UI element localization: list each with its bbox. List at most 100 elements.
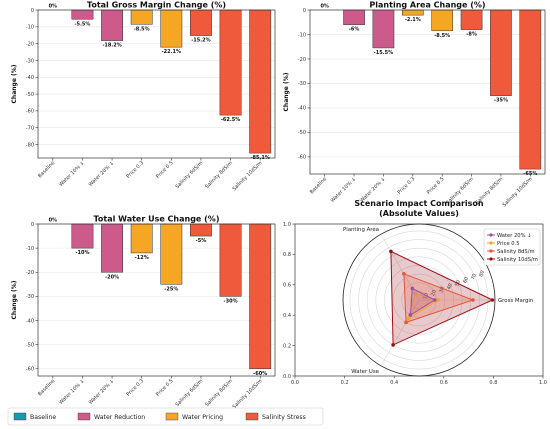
legend-label: Water Pricing — [182, 414, 223, 421]
radar-legend-label: Price 0.5 — [497, 241, 520, 247]
radar-spoke — [380, 299, 420, 366]
bar — [190, 9, 212, 36]
y-tick-label: -30 — [298, 81, 306, 87]
data-label: -8.5% — [134, 26, 150, 32]
figure-legend-box — [7, 407, 324, 426]
y-tick-label: 0.4 — [283, 313, 291, 319]
data-label: -62.5% — [221, 117, 240, 123]
radar-point — [404, 320, 408, 325]
radar-point — [490, 298, 495, 302]
x-tick-label: 0.8 — [489, 380, 497, 386]
data-label: -60% — [253, 371, 267, 377]
y-tick-label: -50 — [298, 130, 306, 136]
x-tick-label: 0.6 — [440, 380, 448, 386]
data-label: -8% — [466, 32, 477, 38]
bar-chart-2: 0 -10 -20 -30 -40 -50 -60 0% Baseline -6% Water 10… — [283, 1, 546, 208]
bar — [401, 9, 424, 16]
bar — [219, 9, 242, 116]
chart-title: Total Gross Margin Change (%) — [87, 1, 226, 10]
y-tick-label: 0 — [31, 8, 34, 14]
y-tick-label: -80 — [26, 142, 34, 148]
y-tick-label: -40 — [298, 106, 306, 112]
legend-swatch — [165, 412, 179, 421]
data-label: -18.2% — [102, 43, 121, 49]
radar-point — [389, 249, 393, 254]
radar-series-area — [409, 287, 436, 316]
bar — [71, 223, 94, 249]
x-tick-label: Price 0.3 — [125, 160, 145, 180]
bar-chart-3: 0 -10 -20 -30 -40 -50 -60 0% Baseline -10% Water 1… — [11, 215, 276, 410]
data-label: -10% — [75, 250, 89, 256]
y-tick-label: -60 — [26, 367, 34, 373]
bar — [519, 9, 542, 170]
radar-legend-label: Water 20% ↓ — [497, 233, 532, 239]
y-tick-label: -70 — [26, 126, 34, 132]
data-label: -8.5% — [434, 33, 450, 39]
radar-point — [406, 316, 411, 321]
bar — [249, 9, 272, 154]
data-label: -5% — [196, 238, 207, 244]
data-label: 0% — [320, 4, 329, 10]
y-tick-label: -20 — [26, 41, 34, 47]
x-tick-label: Price 0.5 — [155, 378, 175, 398]
radar-legend-label: Salinity 8dS/m — [497, 249, 535, 255]
bar — [219, 223, 242, 297]
bar — [101, 9, 123, 41]
bar — [130, 223, 153, 254]
radar-legend — [483, 228, 541, 266]
radar-legend-marker — [489, 233, 493, 237]
y-tick-label: 0 — [31, 222, 34, 228]
radar-ring-label: 60 — [462, 276, 470, 284]
x-tick-label: Salinity 6dS/m — [175, 378, 205, 408]
data-label: 0% — [49, 4, 58, 10]
plot-frame — [37, 223, 276, 377]
x-tick-label: Price 0.5 — [155, 160, 175, 180]
chart-title: Planting Area Change (%) — [369, 1, 485, 10]
y-axis-label: Change (%) — [283, 72, 290, 111]
radar-series-area — [407, 292, 440, 320]
y-tick-label: -60 — [26, 109, 34, 115]
radar-legend-label: Salinity 10dS/m — [497, 257, 538, 263]
bar-chart-1: 0 -10 -20 -30 -40 -50 -60 -70 -80 0% Baseline -5.5%… — [11, 1, 276, 192]
y-tick-label: 1.0 — [283, 222, 291, 228]
data-label: -20% — [105, 274, 119, 280]
y-tick-label: 0 — [303, 8, 306, 14]
y-tick-label: -20 — [26, 270, 34, 276]
bar — [343, 9, 365, 25]
data-label: -35% — [494, 98, 508, 104]
x-tick-label: 1.0 — [539, 380, 547, 386]
plot-frame — [37, 9, 276, 159]
radar-point — [408, 313, 413, 317]
y-tick-label: -50 — [26, 342, 34, 348]
radar-point — [410, 286, 415, 291]
data-label: -6% — [349, 27, 360, 33]
legend-swatch — [13, 412, 27, 421]
radar-point — [432, 298, 437, 302]
legend-label: Salinity Stress — [262, 414, 306, 421]
x-tick-label: Water 20% ↓ — [88, 378, 116, 406]
y-tick-label: -10 — [26, 246, 34, 252]
data-label: -25% — [164, 286, 178, 292]
y-tick-label: -20 — [298, 57, 306, 63]
x-tick-label: 0.2 — [341, 380, 349, 386]
x-tick-label: Salinity 10dS/m — [502, 176, 534, 208]
radar-point — [436, 298, 440, 302]
x-tick-label: Price 0.5 — [426, 176, 446, 196]
y-tick-label: -40 — [26, 318, 34, 324]
bar — [190, 223, 212, 237]
data-label: -15.5% — [374, 50, 393, 56]
y-tick-label: 0.0 — [283, 374, 291, 380]
legend-swatch — [77, 412, 91, 421]
bar — [431, 9, 454, 32]
chart-title: Total Water Use Change (%) — [94, 215, 220, 224]
x-tick-label: Water 10% ↓ — [330, 176, 358, 204]
y-tick-label: -10 — [26, 25, 34, 31]
radar-axis-name: Gross Margin — [498, 298, 533, 304]
y-tick-label: -50 — [26, 92, 34, 98]
data-label: -30% — [224, 298, 238, 304]
bar — [160, 9, 183, 48]
bar — [101, 223, 123, 273]
bar — [372, 9, 395, 49]
